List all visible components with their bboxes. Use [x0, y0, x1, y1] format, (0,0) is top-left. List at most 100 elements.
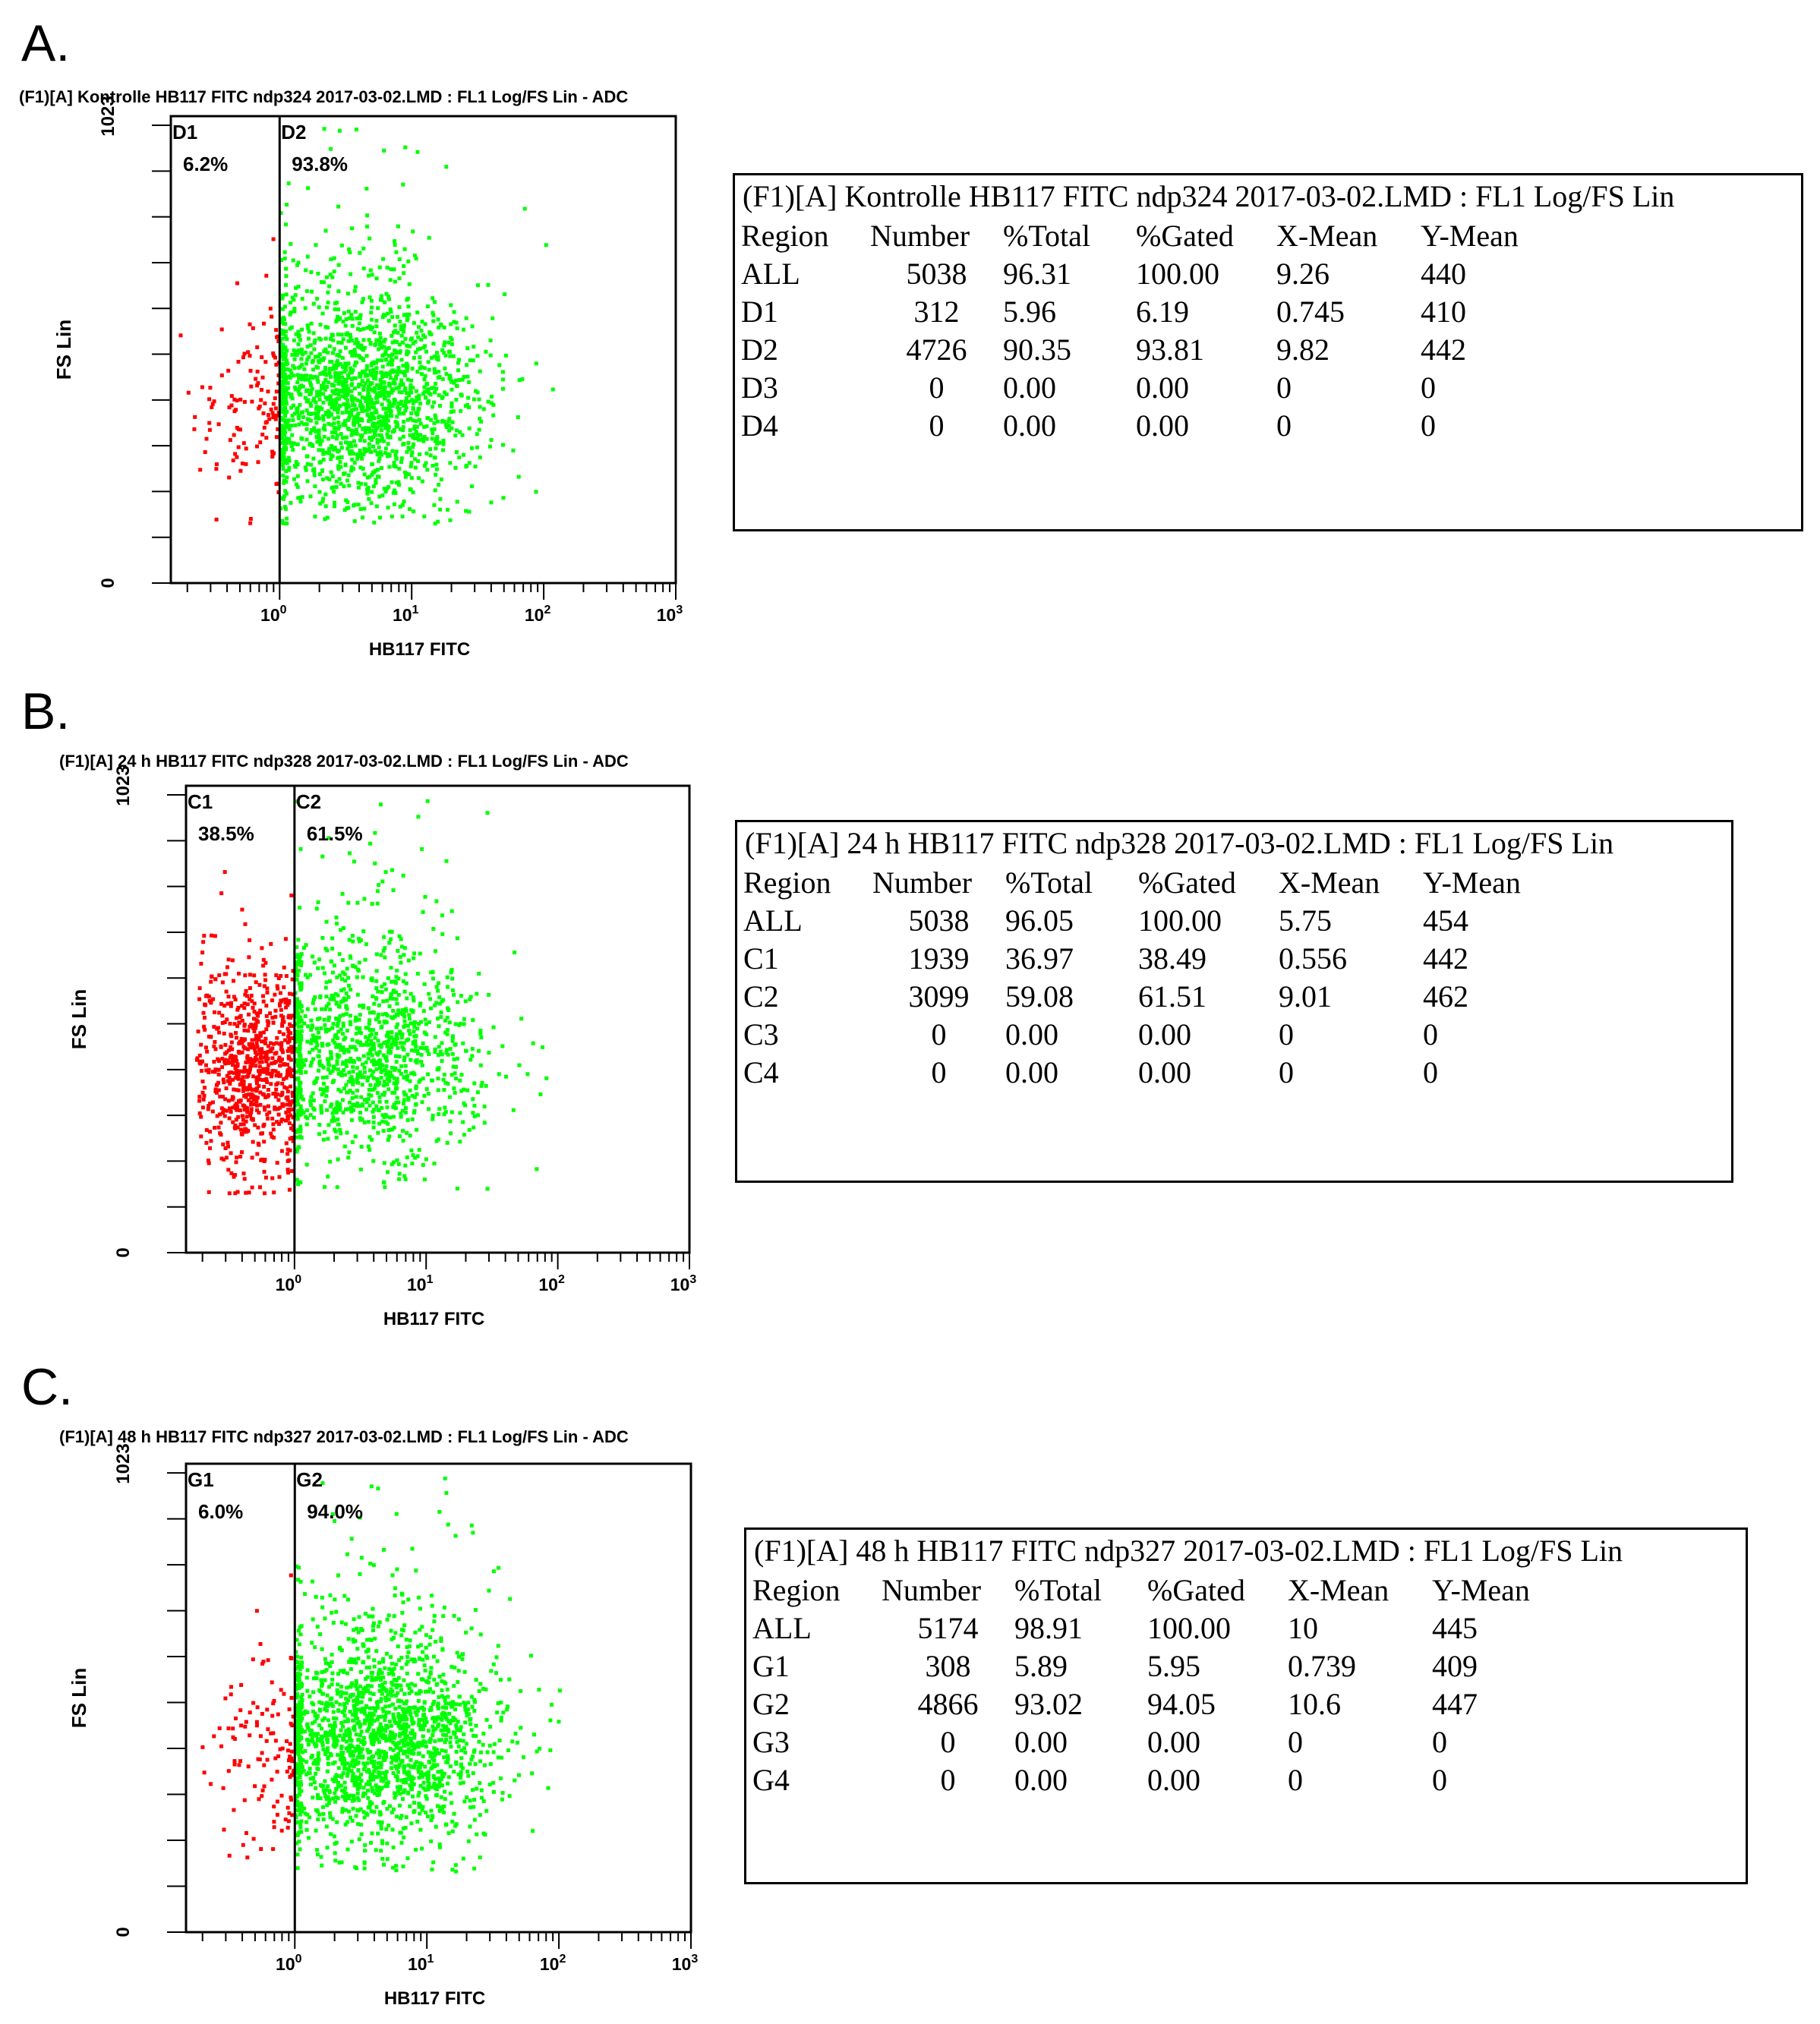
scatter-point — [386, 976, 390, 980]
scatter-point — [350, 428, 355, 433]
scatter-point — [336, 449, 341, 453]
scatter-point — [358, 465, 363, 470]
scatter-point — [377, 347, 381, 352]
scatter-point — [232, 1759, 237, 1764]
scatter-point — [377, 1121, 382, 1126]
scatter-point — [353, 341, 358, 345]
scatter-point — [361, 338, 366, 342]
scatter-point — [250, 1058, 254, 1062]
scatter-point — [438, 507, 443, 512]
scatter-point — [206, 1107, 210, 1111]
scatter-point — [337, 128, 342, 133]
scatter-point — [276, 1070, 280, 1075]
scatter-point — [298, 846, 303, 851]
scatter-point — [328, 273, 333, 277]
scatter-point — [425, 799, 430, 803]
scatter-point — [319, 1026, 323, 1031]
scatter-point — [433, 488, 437, 493]
scatter-point — [262, 1122, 267, 1127]
scatter-point — [358, 374, 362, 379]
scatter-point — [273, 1739, 278, 1743]
scatter-point — [415, 311, 420, 315]
scatter-point — [331, 1039, 336, 1042]
scatter-point — [404, 396, 408, 401]
scatter-point — [531, 1041, 535, 1045]
scatter-point — [326, 1062, 330, 1067]
scatter-point — [285, 1147, 290, 1152]
scatter-point — [415, 1127, 419, 1132]
scatter-point — [291, 1068, 295, 1073]
scatter-point — [386, 345, 391, 350]
scatter-point — [299, 350, 304, 355]
scatter-point — [366, 449, 371, 453]
scatter-point — [421, 910, 425, 914]
scatter-point — [297, 958, 301, 963]
scatter-point — [422, 982, 427, 986]
table-cell: 36.97 — [1005, 941, 1074, 976]
scatter-point — [311, 444, 315, 448]
scatter-point — [431, 976, 435, 981]
scatter-point — [339, 432, 343, 437]
scatter-point — [312, 375, 317, 379]
scatter-point — [286, 456, 291, 460]
panel-b: B. (F1)[A] 24 h HB117 FITC ndp328 2017-0… — [0, 676, 1820, 1344]
table-cell: D4 — [741, 408, 778, 443]
scatter-point — [434, 386, 439, 391]
scatter-point — [400, 1008, 405, 1013]
scatter-point — [377, 494, 382, 499]
scatter-point — [261, 1030, 266, 1035]
scatter-point — [244, 1119, 248, 1124]
scatter-point — [377, 474, 381, 479]
scatter-point — [303, 1729, 307, 1734]
scatter-point — [463, 1751, 468, 1754]
scatter-point — [220, 1020, 225, 1025]
scatter-point — [360, 1083, 364, 1087]
scatter-point — [231, 1726, 235, 1731]
scatter-point — [289, 368, 293, 373]
scatter-point — [472, 1748, 477, 1753]
scatter-point — [331, 1621, 336, 1625]
scatter-point — [431, 342, 436, 346]
scatter-point — [334, 1017, 339, 1021]
scatter-point — [295, 1841, 299, 1846]
scatter-point — [380, 389, 384, 394]
scatter-point — [308, 380, 313, 385]
scatter-point — [323, 378, 328, 383]
scatter-point — [344, 1083, 349, 1087]
scatter-point — [435, 351, 439, 355]
scatter-point — [388, 1127, 393, 1132]
scatter-point — [444, 1737, 448, 1742]
scatter-point — [412, 509, 416, 514]
scatter-point — [335, 1042, 339, 1047]
scatter-point — [380, 1726, 384, 1730]
scatter-point — [376, 1770, 380, 1774]
scatter-point — [343, 979, 348, 983]
scatter-point — [297, 414, 301, 418]
scatter-point — [292, 298, 296, 302]
scatter-point — [450, 976, 455, 981]
scatter-point — [390, 480, 394, 484]
scatter-point — [424, 424, 429, 428]
scatter-point — [314, 906, 319, 911]
scatter-point — [275, 984, 279, 988]
scatter-point — [282, 398, 287, 402]
scatter-point — [330, 474, 335, 478]
scatter-point — [298, 1773, 302, 1777]
scatter-point — [251, 1026, 255, 1030]
scatter-point — [284, 1076, 289, 1080]
scatter-point — [311, 1795, 315, 1800]
scatter-point — [346, 976, 351, 980]
scatter-point — [427, 1708, 432, 1713]
table-cell: 0 — [1421, 408, 1436, 443]
scatter-point — [417, 406, 421, 411]
scatter-point — [379, 428, 383, 433]
scatter-point — [516, 415, 520, 419]
scatter-point — [358, 1026, 362, 1030]
scatter-point — [359, 343, 364, 348]
scatter-point — [437, 1779, 442, 1783]
scatter-point — [402, 371, 406, 376]
scatter-point — [407, 1017, 412, 1021]
scatter-point — [260, 1078, 265, 1082]
scatter-point — [405, 1130, 409, 1135]
scatter-point — [343, 1706, 347, 1710]
